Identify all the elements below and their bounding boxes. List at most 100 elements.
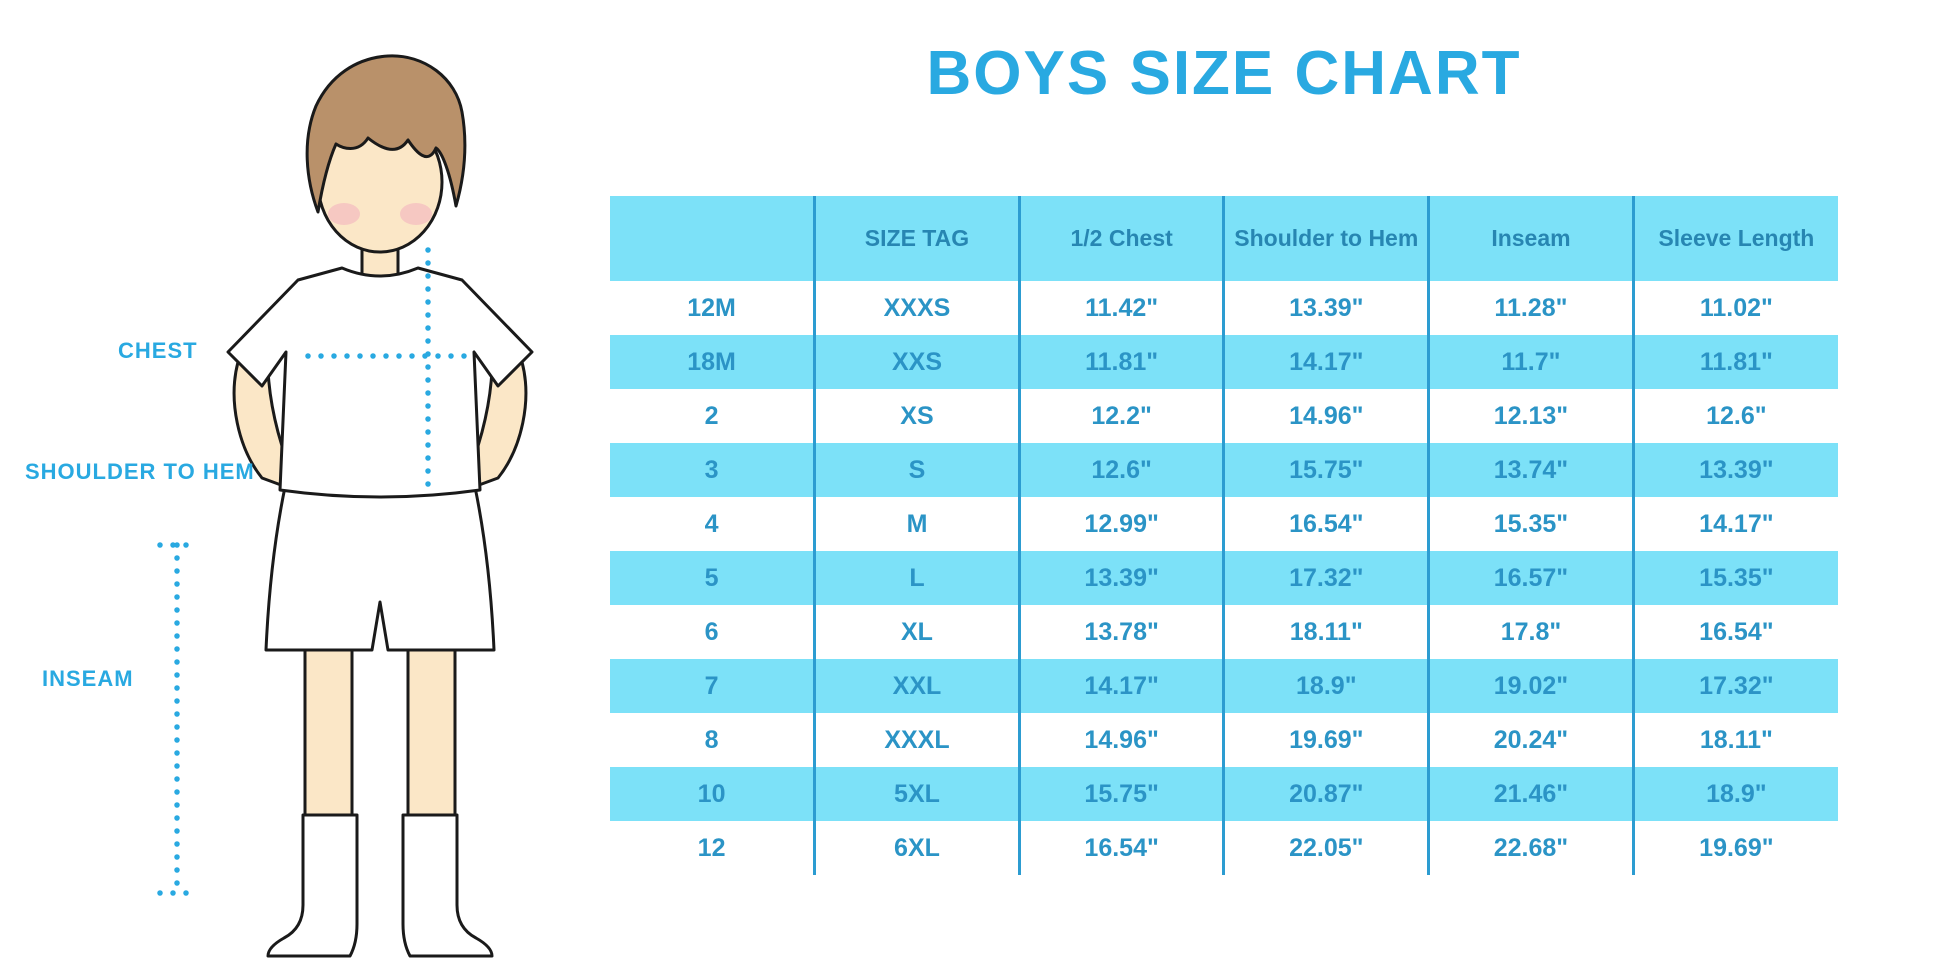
table-cell: 22.68" — [1427, 821, 1634, 875]
table-cell: XXS — [813, 335, 1020, 389]
table-row: 6 XL 13.78" 18.11" 17.8" 16.54" — [610, 605, 1838, 659]
right-cheek-blush — [400, 203, 432, 225]
size-table: SIZE TAG 1/2 Chest Shoulder to Hem Inseam Sl… — [610, 196, 1838, 875]
table-cell: 13.39" — [1631, 443, 1838, 497]
table-cell: 18.11" — [1222, 605, 1429, 659]
table-cell: XL — [813, 605, 1020, 659]
table-cell: 8 — [704, 725, 719, 754]
header-cell: 1/2 Chest — [1017, 196, 1224, 281]
table-cell: 12.99" — [1017, 497, 1224, 551]
table-cell: 18M — [610, 335, 815, 389]
hair — [305, 54, 467, 214]
table-row: 7 XXL 14.17" 18.9" 19.02" 17.32" — [610, 659, 1838, 713]
table-cell: 13.39" — [1222, 281, 1429, 335]
left-sock — [266, 813, 359, 958]
table-cell: XXXS — [813, 281, 1020, 335]
header-cell: Sleeve Length — [1631, 196, 1838, 281]
table-row: 12M XXXS 11.42" 13.39" 11.28" 11.02" — [610, 281, 1838, 335]
size-table-body: 12M XXXS 11.42" 13.39" 11.28" 11.02" 18M XXS 11.… — [610, 281, 1838, 875]
chest-label: CHEST — [118, 338, 198, 363]
table-cell: 12.6" — [1631, 389, 1838, 443]
t-shirt — [226, 266, 534, 499]
table-cell: XS — [813, 389, 1020, 443]
left-cheek-blush — [328, 203, 360, 225]
table-cell: 12 — [697, 833, 726, 862]
table-cell: 15.75" — [1017, 767, 1224, 821]
table-cell: 11.42" — [1017, 281, 1224, 335]
header-row: SIZE TAG 1/2 Chest Shoulder to Hem Inseam Sl… — [610, 196, 1838, 281]
table-cell: 4 — [704, 509, 719, 538]
table-cell: 20.24" — [1427, 713, 1634, 767]
table-cell: 13.78" — [1017, 605, 1224, 659]
table-cell: 6 — [704, 617, 719, 646]
shoulder-to-hem-label: SHOULDER TO HEM — [25, 459, 255, 484]
table-cell: 15.35" — [1427, 497, 1634, 551]
table-cell: 14.17" — [1017, 659, 1224, 713]
table-row: 2 XS 12.2" 14.96" 12.13" 12.6" — [610, 389, 1838, 443]
table-cell: 7 — [610, 659, 815, 713]
right-sock — [401, 813, 494, 958]
table-cell: L — [813, 551, 1020, 605]
table-cell: M — [813, 497, 1020, 551]
table-cell: 11.81" — [1631, 335, 1838, 389]
table-cell: 12M — [687, 293, 736, 322]
table-cell: 14.17" — [1631, 497, 1838, 551]
table-cell: 13.39" — [1017, 551, 1224, 605]
table-cell: 19.69" — [1222, 713, 1429, 767]
table-cell: 11.7" — [1427, 335, 1634, 389]
table-cell: 21.46" — [1427, 767, 1634, 821]
table-cell: 10 — [610, 767, 815, 821]
table-cell: 14.17" — [1222, 335, 1429, 389]
table-cell: 15.75" — [1222, 443, 1429, 497]
header-cell — [610, 196, 815, 281]
table-cell: 3 — [610, 443, 815, 497]
header-cell: SIZE TAG — [813, 196, 1020, 281]
shorts — [264, 485, 496, 652]
size-table-header: SIZE TAG 1/2 Chest Shoulder to Hem Inseam Sl… — [610, 196, 1838, 281]
table-cell: 14.96" — [1017, 713, 1224, 767]
table-cell: XXL — [813, 659, 1020, 713]
table-cell: 12.13" — [1427, 389, 1634, 443]
table-cell: 18.9" — [1631, 767, 1838, 821]
table-cell: 22.05" — [1222, 821, 1429, 875]
boy-illustration — [157, 54, 534, 958]
table-cell: 13.74" — [1427, 443, 1634, 497]
table-cell: 6XL — [813, 821, 1020, 875]
table-cell: 20.87" — [1222, 767, 1429, 821]
table-cell: 14.96" — [1222, 389, 1429, 443]
header-cell: Shoulder to Hem — [1222, 196, 1429, 281]
table-cell: 19.69" — [1631, 821, 1838, 875]
left-leg — [303, 638, 354, 830]
table-row: 5 L 13.39" 17.32" 16.57" 15.35" — [610, 551, 1838, 605]
table-cell: 16.54" — [1222, 497, 1429, 551]
table-cell: 17.32" — [1631, 659, 1838, 713]
table-cell: 5 — [610, 551, 815, 605]
table-cell: 19.02" — [1427, 659, 1634, 713]
table-cell: 17.8" — [1427, 605, 1634, 659]
table-row: 18M XXS 11.81" 14.17" 11.7" 11.81" — [610, 335, 1838, 389]
table-row: 4 M 12.99" 16.54" 15.35" 14.17" — [610, 497, 1838, 551]
table-cell: 12.2" — [1017, 389, 1224, 443]
table-cell: S — [813, 443, 1020, 497]
table-row: 12 6XL 16.54" 22.05" 22.68" 19.69" — [610, 821, 1838, 875]
table-cell: 5XL — [813, 767, 1020, 821]
table-cell: 16.54" — [1631, 605, 1838, 659]
table-cell: 11.81" — [1017, 335, 1224, 389]
table-cell: 18.11" — [1631, 713, 1838, 767]
page-title: BOYS SIZE CHART — [926, 39, 1522, 108]
table-cell: 15.35" — [1631, 551, 1838, 605]
table-row: 10 5XL 15.75" 20.87" 21.46" 18.9" — [610, 767, 1838, 821]
table-cell: 11.28" — [1427, 281, 1634, 335]
table-row: 8 XXXL 14.96" 19.69" 20.24" 18.11" — [610, 713, 1838, 767]
table-cell: 18.9" — [1222, 659, 1429, 713]
table-cell: 16.57" — [1427, 551, 1634, 605]
table-cell: 17.32" — [1222, 551, 1429, 605]
table-cell: 2 — [704, 401, 719, 430]
inseam-label: INSEAM — [42, 666, 134, 691]
table-row: 3 S 12.6" 15.75" 13.74" 13.39" — [610, 443, 1838, 497]
table-cell: 16.54" — [1017, 821, 1224, 875]
right-leg — [406, 638, 457, 830]
table-cell: 11.02" — [1631, 281, 1838, 335]
table-cell: XXXL — [813, 713, 1020, 767]
